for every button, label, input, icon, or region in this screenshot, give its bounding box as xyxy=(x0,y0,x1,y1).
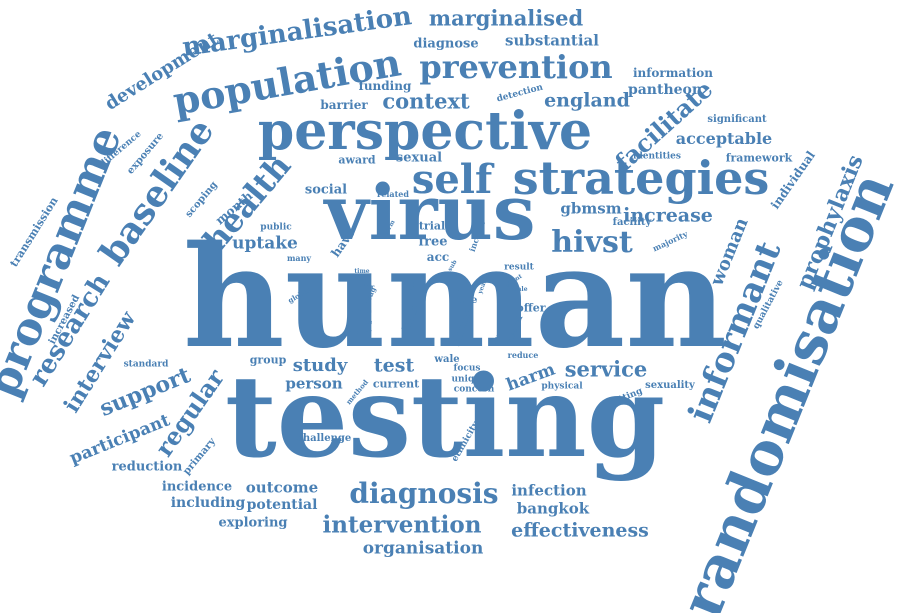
word-identities: identities xyxy=(633,151,681,162)
word-result: result xyxy=(504,262,534,273)
word-uptake: uptake xyxy=(232,233,298,254)
word-white: white xyxy=(350,306,372,316)
word-test: test xyxy=(373,354,415,377)
word-bangkok: bangkok xyxy=(516,499,590,518)
word-acceptable: acceptable xyxy=(675,129,773,148)
word-incidence: incidence xyxy=(161,479,233,495)
word-pantheon: pantheon xyxy=(627,82,703,98)
word-reduction: reduction xyxy=(111,459,183,475)
word-including: including xyxy=(170,495,246,511)
word-framework: framework xyxy=(725,151,793,165)
word-effectiveness: effectiveness xyxy=(511,519,649,542)
word-cost: cost xyxy=(454,284,476,295)
word-england: england xyxy=(544,89,630,112)
word-potential: potential xyxy=(246,497,318,513)
word-scale: scale xyxy=(510,286,528,293)
word-unique: unique xyxy=(451,374,487,385)
word-service: service xyxy=(564,356,648,382)
word-diagnosis: diagnosis xyxy=(349,477,499,510)
word-context: context xyxy=(382,88,470,114)
word-related: related xyxy=(377,189,409,199)
word-sexuality: sexuality xyxy=(645,380,695,391)
word-primary: primary xyxy=(181,436,219,478)
word-future: future xyxy=(347,317,373,327)
word-substantial: substantial xyxy=(505,31,599,50)
word-infection: infection xyxy=(511,481,587,500)
word-human: human xyxy=(182,216,728,380)
word-gbmsm: gbmsm xyxy=(560,199,622,218)
word-rate: rate xyxy=(454,295,478,306)
word-concern: concern xyxy=(453,384,495,395)
word-physical: physical xyxy=(541,381,583,392)
word-public: public xyxy=(260,222,292,233)
word-sexual: sexual xyxy=(395,150,443,166)
word-funding: funding xyxy=(358,79,412,93)
word-point: point xyxy=(453,335,475,345)
word-intervention: intervention xyxy=(322,511,482,539)
word-virus: virus xyxy=(324,168,536,257)
word-strategies: strategies xyxy=(512,151,770,205)
word-offer: offer xyxy=(516,301,546,315)
word-standard: standard xyxy=(123,359,169,370)
word-reduce: reduce xyxy=(507,350,539,360)
word-time: time xyxy=(354,268,370,275)
word-current: current xyxy=(372,377,420,391)
word-exploring: exploring xyxy=(218,515,288,531)
word-organisation: organisation xyxy=(362,538,484,559)
word-group: group xyxy=(249,353,287,367)
word-policy: policy xyxy=(348,327,372,337)
word-information: information xyxy=(632,66,714,80)
word-many: many xyxy=(286,253,312,263)
word-wale: wale xyxy=(434,354,460,365)
word-diagnose: diagnose xyxy=(413,36,479,52)
word-self: self xyxy=(411,156,493,203)
word-marginalised: marginalised xyxy=(428,5,584,31)
word-prevention: prevention xyxy=(419,48,613,86)
word-challenge: challenge xyxy=(296,433,352,444)
word-significant: significant xyxy=(707,114,767,125)
word-barrier: barrier xyxy=(320,98,368,112)
word-award: award xyxy=(338,153,376,167)
word-outcome: outcome xyxy=(245,478,319,497)
word-increase: increase xyxy=(623,204,713,227)
word-trial: trial xyxy=(418,219,446,233)
word-person: person xyxy=(285,374,343,393)
word-nihr: nihr xyxy=(357,282,375,292)
word-free: free xyxy=(418,234,448,250)
word-focus: focus xyxy=(453,363,481,374)
word-social: social xyxy=(304,182,348,198)
word-perspective: perspective xyxy=(257,101,593,162)
word-facility: facility xyxy=(612,217,652,228)
word-acc: acc xyxy=(426,250,450,264)
word-hivst: hivst xyxy=(551,225,633,260)
word-testing: testing xyxy=(224,352,666,483)
word-study: study xyxy=(292,355,348,376)
